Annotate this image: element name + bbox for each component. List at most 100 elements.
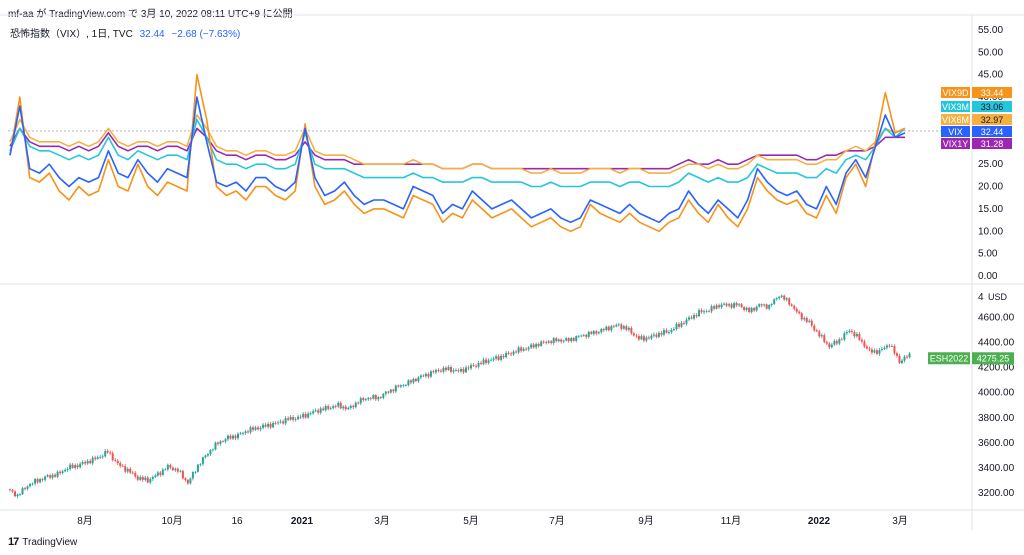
candle-body: [495, 356, 498, 359]
candle-body: [905, 356, 908, 358]
candle-body: [81, 462, 84, 464]
candle-body: [101, 456, 104, 458]
candle-body: [572, 337, 575, 341]
candle-body: [682, 322, 685, 324]
candle-body: [542, 341, 545, 343]
candle-body: [359, 398, 362, 404]
candle-body: [500, 355, 503, 360]
candle-body: [184, 478, 187, 480]
candle-body: [231, 435, 234, 439]
candle-body: [557, 339, 560, 342]
candle-body: [282, 421, 285, 424]
candle-body: [502, 355, 505, 358]
candle-body: [855, 334, 858, 337]
series-tag-name: VIX9D: [942, 88, 969, 98]
candle-body: [284, 418, 287, 424]
candle-body: [34, 479, 37, 484]
candle-body: [422, 375, 425, 377]
candle-body: [434, 370, 437, 373]
candle-body: [397, 385, 400, 387]
candle-body: [272, 423, 275, 428]
series-tag-value: 33.06: [981, 102, 1004, 112]
candle-body: [66, 469, 69, 470]
candle-body: [119, 463, 122, 466]
candle-body: [800, 313, 803, 320]
es-unit: USD: [988, 292, 1008, 302]
candle-body: [725, 303, 728, 306]
vix-legend-value: 32.44: [139, 29, 165, 40]
candle-body: [267, 423, 270, 427]
candle-body: [510, 353, 513, 355]
series-tag-value: 33.44: [981, 88, 1004, 98]
candle-body: [662, 330, 665, 335]
candle-body: [472, 365, 475, 366]
candle-body: [254, 427, 257, 430]
candle-body: [713, 306, 716, 309]
candle-body: [520, 347, 523, 351]
candle-body: [705, 311, 708, 313]
candle-body: [833, 341, 836, 345]
candle-body: [252, 427, 255, 430]
candle-body: [575, 336, 578, 341]
candle-body: [565, 338, 568, 341]
candle-body: [234, 435, 237, 439]
candle-body: [743, 307, 746, 310]
x-tick-label: 11月: [721, 515, 741, 527]
candle-body: [733, 303, 736, 308]
candle-body: [164, 469, 167, 471]
vix-y-tick: 0.00: [978, 271, 998, 282]
candle-body: [176, 468, 179, 472]
candle-body: [795, 308, 798, 312]
candle-body: [693, 315, 696, 319]
candle-body: [327, 406, 330, 409]
candle-body: [394, 385, 397, 392]
candle-body: [49, 475, 52, 478]
candle-body: [778, 296, 781, 299]
candle-body: [550, 341, 553, 344]
candle-body: [865, 346, 868, 349]
candle-body: [610, 326, 613, 331]
candle-body: [44, 476, 47, 480]
candle-body: [688, 317, 691, 320]
candle-body: [294, 419, 297, 420]
candle-body: [748, 307, 751, 313]
candle-body: [79, 463, 82, 468]
es-y-tick: 4600.00: [978, 313, 1015, 324]
candle-body: [387, 391, 390, 393]
candle-body: [221, 441, 224, 443]
candle-body: [835, 341, 838, 344]
candle-body: [718, 305, 721, 308]
candle-body: [414, 378, 417, 382]
candle-body: [813, 325, 816, 331]
x-tick-label: 16: [231, 516, 243, 527]
candle-body: [407, 380, 410, 386]
candle-body: [607, 326, 610, 331]
tradingview-logo: 17: [8, 536, 19, 548]
candle-body: [84, 462, 87, 464]
candle-body: [226, 435, 229, 440]
candle-body: [590, 331, 593, 334]
candle-body: [480, 362, 483, 364]
candle-body: [216, 442, 219, 444]
candle-body: [154, 475, 157, 477]
candle-body: [269, 423, 272, 428]
x-tick-label: 8月: [77, 515, 93, 527]
candle-body: [31, 483, 34, 485]
es-y-tick: 3600.00: [978, 438, 1015, 449]
candle-body: [409, 380, 412, 383]
vix-y-tick: 45.00: [978, 70, 1003, 81]
candle-body: [199, 463, 202, 465]
candle-body: [567, 338, 570, 342]
candle-body: [179, 470, 182, 472]
candle-body: [259, 427, 262, 430]
candle-body: [274, 423, 277, 424]
candle-body: [432, 371, 435, 373]
candle-body: [677, 324, 680, 327]
candle-body: [71, 464, 74, 468]
candle-body: [845, 332, 848, 334]
candle-body: [249, 427, 252, 433]
candle-body: [605, 326, 608, 330]
candle-body: [465, 367, 468, 373]
candle-body: [94, 457, 97, 459]
